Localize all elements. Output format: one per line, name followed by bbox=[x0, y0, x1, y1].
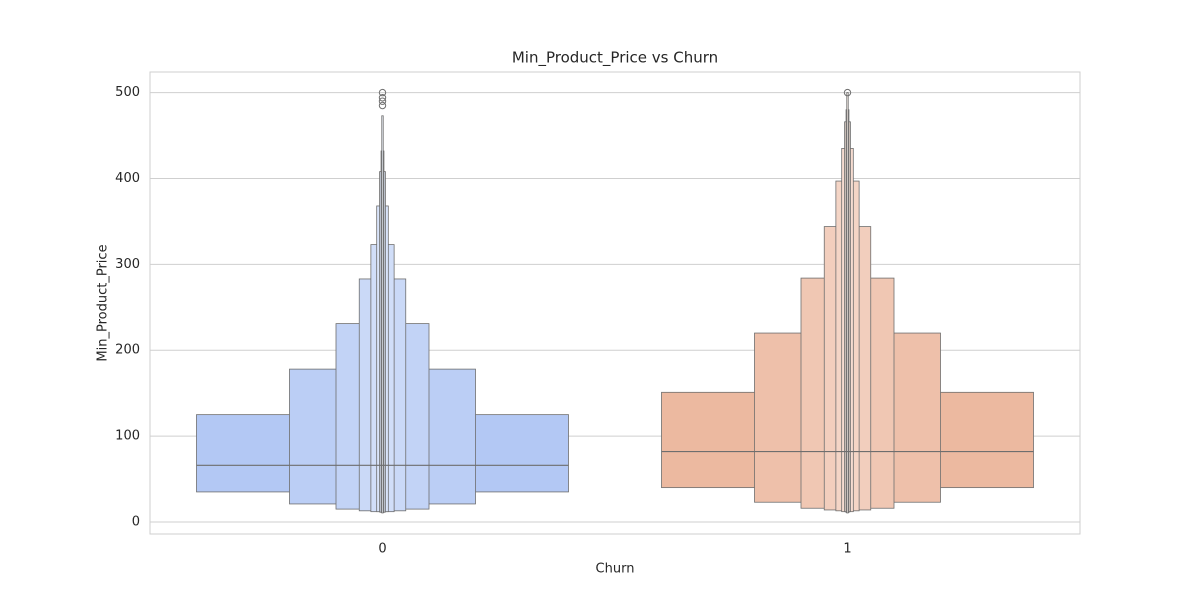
outlier bbox=[378, 97, 387, 105]
plot-frame bbox=[149, 71, 1081, 535]
y-tick-label: 100 bbox=[115, 429, 140, 444]
letter-value-box bbox=[846, 92, 849, 514]
x-tick-label: 0 bbox=[378, 542, 386, 557]
outlier bbox=[378, 88, 387, 97]
y-tick-label: 500 bbox=[115, 85, 140, 100]
outlier bbox=[378, 101, 387, 110]
x-axis-label: Churn bbox=[596, 562, 635, 577]
y-tick-label: 0 bbox=[132, 514, 140, 529]
y-tick-label: 200 bbox=[115, 343, 140, 358]
y-tick-label: 400 bbox=[115, 171, 140, 186]
y-axis-label: Min_Product_Price bbox=[96, 244, 111, 361]
outlier bbox=[843, 88, 852, 97]
letter-value-box bbox=[381, 115, 384, 514]
y-tick-label: 300 bbox=[115, 257, 140, 272]
chart-title: Min_Product_Price vs Churn bbox=[512, 49, 718, 68]
x-tick-label: 1 bbox=[843, 542, 851, 557]
outlier bbox=[378, 94, 387, 102]
